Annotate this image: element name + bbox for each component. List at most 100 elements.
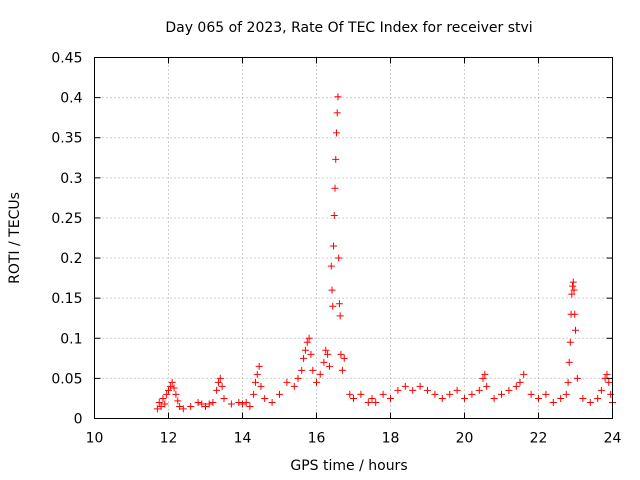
data-point [163, 390, 171, 398]
data-point [205, 400, 213, 408]
data-point [253, 370, 261, 378]
data-point [570, 286, 578, 294]
data-point [330, 212, 338, 220]
data-point [379, 390, 387, 398]
data-point [290, 382, 298, 390]
plot-frame [94, 57, 613, 419]
data-point [214, 378, 222, 386]
data-point [322, 346, 330, 354]
data-point [505, 386, 513, 394]
data-point [512, 382, 520, 390]
x-tick-label: 12 [160, 431, 178, 447]
data-point [218, 382, 226, 390]
data-point [298, 366, 306, 374]
data-point [276, 390, 283, 398]
data-point [155, 398, 163, 406]
data-point [333, 109, 341, 117]
data-point [357, 390, 365, 398]
tick-layer: 10 12 14 16 18 20 22 24 0 0.05 0.1 0.15 0.2 0.25 0.3 0.… [51, 51, 621, 447]
data-point [607, 390, 615, 398]
data-point [332, 129, 340, 137]
y-axis-label: ROTI / TECUs [7, 192, 23, 284]
data-point [605, 378, 613, 386]
data-point [603, 370, 611, 378]
data-point [328, 286, 336, 294]
y-tick-label: 0 [74, 412, 83, 428]
data-point [331, 184, 339, 192]
data-point [586, 398, 594, 406]
data-point [176, 402, 184, 410]
data-point [227, 400, 235, 408]
data-point [564, 378, 572, 386]
x-axis-label: GPS time / hours [290, 458, 407, 474]
x-tick-label: 16 [308, 431, 326, 447]
data-point [569, 282, 577, 290]
data-point [174, 397, 182, 405]
x-tick-label: 22 [530, 431, 548, 447]
y-tick-label: 0.4 [60, 91, 82, 107]
x-tick-label: 14 [234, 431, 252, 447]
data-point [168, 378, 176, 386]
x-tick-label: 24 [604, 431, 622, 447]
data-point [187, 402, 195, 410]
data-point [251, 378, 259, 386]
data-point [316, 370, 324, 378]
x-tick-label: 18 [382, 431, 400, 447]
y-tick-label: 0.45 [51, 51, 82, 67]
y-tick-label: 0.25 [51, 211, 82, 227]
data-point [572, 326, 579, 334]
data-point [313, 378, 320, 386]
data-point [542, 390, 550, 398]
data-point [320, 358, 328, 366]
data-point [255, 362, 263, 370]
data-point [332, 155, 340, 163]
y-tick-label: 0.2 [60, 251, 82, 267]
data-point [327, 262, 335, 270]
data-point [573, 374, 581, 382]
data-point [242, 398, 250, 406]
data-point [516, 378, 524, 386]
data-point [597, 386, 605, 394]
data-point [153, 405, 161, 413]
data-point [387, 394, 394, 402]
y-tick-label: 0.3 [60, 171, 82, 187]
data-point [334, 93, 342, 101]
data-point [257, 382, 265, 390]
data-point [268, 398, 276, 406]
data-point [235, 398, 243, 406]
data-point [346, 390, 354, 398]
data-point [338, 366, 346, 374]
data-point [239, 400, 246, 408]
data-point [498, 390, 505, 398]
data-point [594, 394, 602, 402]
data-points [153, 93, 616, 413]
data-point [394, 386, 402, 394]
data-point [194, 398, 202, 406]
y-tick-label: 0.15 [51, 291, 82, 307]
data-point [261, 394, 269, 402]
data-point [562, 390, 570, 398]
x-tick-label: 20 [456, 431, 474, 447]
data-point [401, 382, 409, 390]
data-point [246, 402, 254, 410]
data-point [565, 358, 573, 366]
data-point [198, 400, 206, 408]
data-point [549, 398, 557, 406]
data-point [579, 394, 587, 402]
data-point [172, 390, 180, 398]
data-point [179, 405, 187, 413]
data-point [161, 400, 169, 408]
data-point [301, 346, 309, 354]
data-point [307, 350, 315, 358]
data-point [283, 378, 291, 386]
data-point [568, 290, 576, 298]
data-point [165, 386, 172, 394]
data-point [453, 386, 461, 394]
data-point [438, 394, 446, 402]
data-point [170, 384, 178, 392]
data-point [461, 394, 468, 402]
data-point [166, 382, 174, 390]
data-point [475, 386, 483, 394]
data-point [324, 350, 332, 358]
data-point [300, 354, 308, 362]
